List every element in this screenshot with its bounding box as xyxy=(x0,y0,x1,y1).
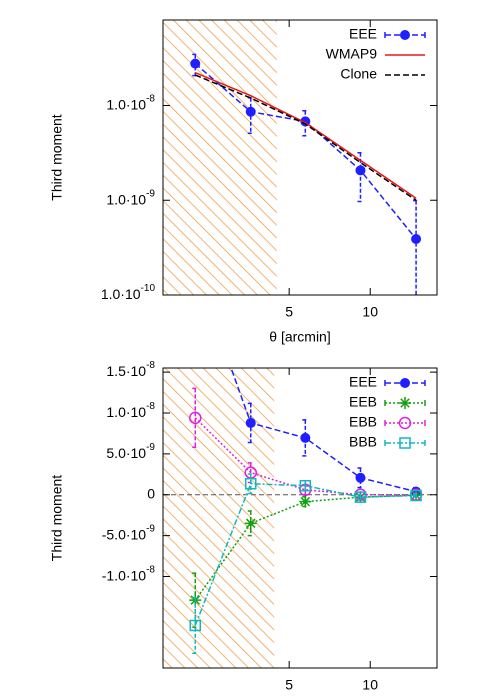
excluded-region xyxy=(163,368,275,668)
plot-frame xyxy=(162,19,438,296)
y-tick-mantissa: 1.0·10 xyxy=(106,96,146,112)
marker xyxy=(410,489,422,502)
legend-label: EBB xyxy=(349,414,377,430)
marker xyxy=(244,477,257,490)
legend-caps xyxy=(384,420,426,426)
y-axis-label: Third moment xyxy=(49,475,65,561)
legend-label: Clone xyxy=(340,66,377,82)
marker xyxy=(355,472,366,483)
series-line xyxy=(194,74,417,201)
x-axis-label: θ [arcmin] xyxy=(269,329,330,345)
plot-frame xyxy=(162,367,438,669)
y-axis-label: Third moment xyxy=(49,114,65,200)
marker xyxy=(354,491,367,503)
legend-caps xyxy=(384,380,426,386)
legend-label: BBB xyxy=(349,434,377,450)
legend-label: EEE xyxy=(349,374,377,390)
marker xyxy=(399,437,411,449)
error-bar xyxy=(413,199,420,295)
x-tick-label: 10 xyxy=(362,677,378,693)
legend-label: EEE xyxy=(349,26,377,42)
y-tick-mantissa: -5.0·10 xyxy=(102,526,147,542)
y-tick-mantissa: 5.0·10 xyxy=(106,445,146,461)
legend-label: EEB xyxy=(349,394,377,410)
series-line xyxy=(194,417,417,496)
error-bar xyxy=(413,493,420,498)
y-tick-exponent: -9 xyxy=(146,188,155,199)
excluded-region xyxy=(163,20,277,295)
marker xyxy=(399,397,411,409)
plot-layer xyxy=(189,368,423,655)
y-tick-mantissa: 1.5·10 xyxy=(106,363,146,379)
error-bar xyxy=(192,387,199,449)
marker xyxy=(398,416,412,430)
marker xyxy=(300,432,311,443)
y-tick-exponent: -8 xyxy=(146,93,155,104)
y-tick-mantissa: 1.0·10 xyxy=(101,286,141,302)
legend-caps xyxy=(384,400,426,406)
error-bar xyxy=(302,419,309,457)
y-tick-mantissa: 1.0·10 xyxy=(106,191,146,207)
series-line xyxy=(194,482,417,626)
y-tick-exponent: -8 xyxy=(146,360,155,371)
legend-label: WMAP9 xyxy=(326,46,378,62)
marker xyxy=(411,234,422,245)
y-tick-exponent: -8 xyxy=(146,401,155,412)
marker xyxy=(245,106,256,117)
error-bar xyxy=(357,493,364,501)
plot-layer xyxy=(190,53,422,295)
legend-caps xyxy=(384,32,426,38)
legend-caps xyxy=(384,440,426,446)
x-tick-label: 10 xyxy=(362,304,378,320)
y-tick-label: 5.0·10-9 xyxy=(106,441,155,460)
marker xyxy=(190,58,201,69)
y-tick-label: 1.5·10-8 xyxy=(106,360,155,379)
marker xyxy=(400,30,410,40)
y-tick-exponent: -9 xyxy=(146,441,155,452)
series-line xyxy=(194,72,417,199)
y-tick-exponent: -10 xyxy=(141,283,156,294)
y-tick-exponent: -8 xyxy=(146,564,155,575)
y-tick-label: 1.0·10-8 xyxy=(106,93,155,112)
y-tick-label: 1.0·10-10 xyxy=(101,283,156,302)
x-tick-label: 5 xyxy=(285,304,293,320)
x-tick-label: 5 xyxy=(285,677,293,693)
marker xyxy=(245,417,256,428)
y-tick-exponent: -9 xyxy=(146,523,155,534)
y-tick-mantissa: 1.0·10 xyxy=(106,404,146,420)
y-tick-label: 0 xyxy=(147,485,155,501)
y-tick-label: -1.0·10-8 xyxy=(102,564,156,583)
marker xyxy=(400,378,410,388)
marker xyxy=(299,479,312,492)
y-tick-label: 1.0·10-8 xyxy=(106,401,155,420)
marker xyxy=(189,619,202,632)
marker xyxy=(355,165,366,176)
y-tick-label: 1.0·10-9 xyxy=(106,188,155,207)
marker xyxy=(189,411,202,425)
y-tick-label: -5.0·10-9 xyxy=(102,523,156,542)
error-bar xyxy=(192,596,199,655)
marker xyxy=(299,495,312,508)
error-bar xyxy=(247,473,254,495)
y-tick-mantissa: -1.0·10 xyxy=(102,567,147,583)
marker xyxy=(244,517,257,530)
